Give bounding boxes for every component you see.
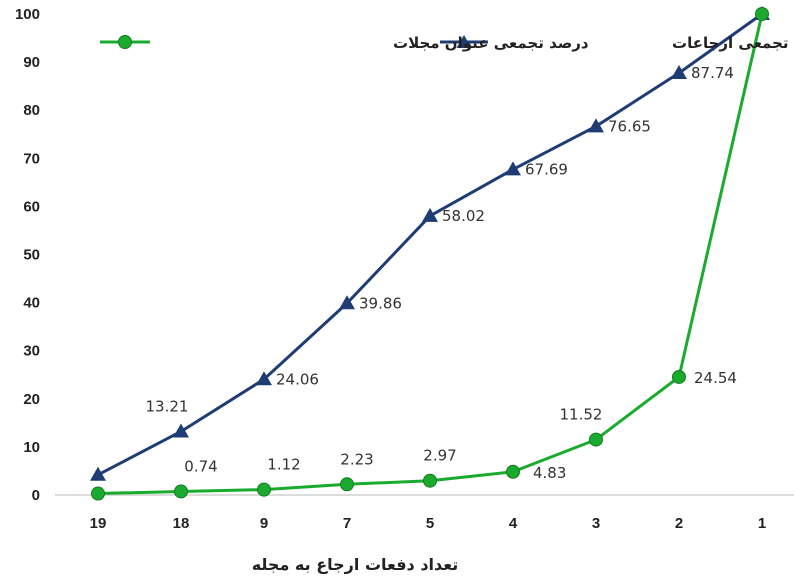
legend-item-journals: درصد تجمعی عنوان مجلات — [100, 34, 589, 52]
triangle-marker — [173, 423, 189, 438]
x-tick-label: 18 — [173, 515, 190, 532]
data-label: 2.97 — [423, 447, 456, 465]
triangle-marker — [90, 466, 106, 481]
x-tick-label: 9 — [260, 515, 268, 532]
series-citations — [90, 6, 770, 481]
x-axis-label: تعداد دفعات ارجاع به مجله — [252, 555, 459, 574]
data-label: 2.23 — [340, 450, 373, 468]
y-axis: 0 10 20 30 40 50 60 70 80 90 100 — [15, 6, 40, 504]
x-axis: 19 18 9 7 5 4 3 2 1 — [55, 494, 794, 532]
y-tick-label: 20 — [23, 391, 40, 408]
y-tick-label: 60 — [23, 198, 40, 215]
triangle-marker — [422, 207, 438, 222]
legend: درصد تجمعی ارجاعات درصد تجمعی عنوان مجلا… — [100, 34, 794, 52]
circle-marker — [755, 7, 769, 21]
x-tick-label: 1 — [758, 515, 766, 532]
triangle-marker — [505, 161, 521, 176]
data-label: 39.86 — [359, 294, 402, 312]
circle-marker — [506, 464, 520, 479]
circle-marker — [174, 484, 188, 499]
x-tick-label: 19 — [90, 515, 107, 532]
series-journals — [91, 7, 769, 501]
data-label: 13.21 — [146, 397, 189, 415]
data-label: 0.74 — [184, 457, 217, 475]
data-label: 76.65 — [608, 117, 651, 135]
series-layer — [90, 6, 770, 501]
triangle-marker — [671, 64, 687, 79]
x-tick-label: 2 — [675, 515, 683, 532]
circle-marker — [91, 486, 105, 501]
y-tick-label: 90 — [23, 54, 40, 71]
y-tick-label: 80 — [23, 102, 40, 119]
y-tick-label: 10 — [23, 439, 40, 456]
y-tick-label: 50 — [23, 247, 40, 264]
circle-marker — [257, 482, 271, 497]
data-label: 58.02 — [442, 207, 485, 225]
data-label: 4.83 — [533, 464, 566, 482]
y-tick-label: 40 — [23, 295, 40, 312]
y-tick-label: 30 — [23, 343, 40, 360]
circle-marker — [423, 473, 437, 488]
data-label: 24.06 — [276, 370, 319, 388]
legend-label-journals: درصد تجمعی عنوان مجلات — [393, 34, 589, 52]
x-tick-label: 7 — [343, 515, 351, 532]
data-label: 87.74 — [691, 64, 734, 82]
y-tick-label: 70 — [23, 150, 40, 167]
legend-item-citations: درصد تجمعی ارجاعات — [440, 34, 794, 52]
triangle-marker — [256, 371, 272, 386]
data-label: 1.12 — [267, 456, 300, 474]
y-tick-label: 100 — [15, 6, 40, 23]
triangle-marker — [588, 118, 604, 133]
circle-marker — [340, 477, 354, 492]
series-line — [97, 12, 763, 477]
legend-label-citations: درصد تجمعی ارجاعات — [672, 34, 794, 52]
x-tick-label: 5 — [426, 515, 434, 532]
data-label: 11.52 — [560, 406, 603, 424]
data-label: 24.54 — [694, 369, 737, 387]
triangle-marker — [339, 295, 355, 310]
circle-marker — [672, 369, 686, 384]
circle-marker — [589, 432, 603, 447]
x-tick-label: 3 — [592, 515, 600, 532]
x-tick-label: 4 — [509, 515, 518, 532]
circle-marker-icon — [118, 35, 132, 49]
data-labels: 13.21 24.06 39.86 58.02 67.69 76.65 87.74 0.74 1… — [146, 64, 737, 482]
y-tick-label: 0 — [32, 487, 40, 504]
triangle-marker-icon — [456, 35, 472, 48]
data-label: 67.69 — [525, 160, 568, 178]
